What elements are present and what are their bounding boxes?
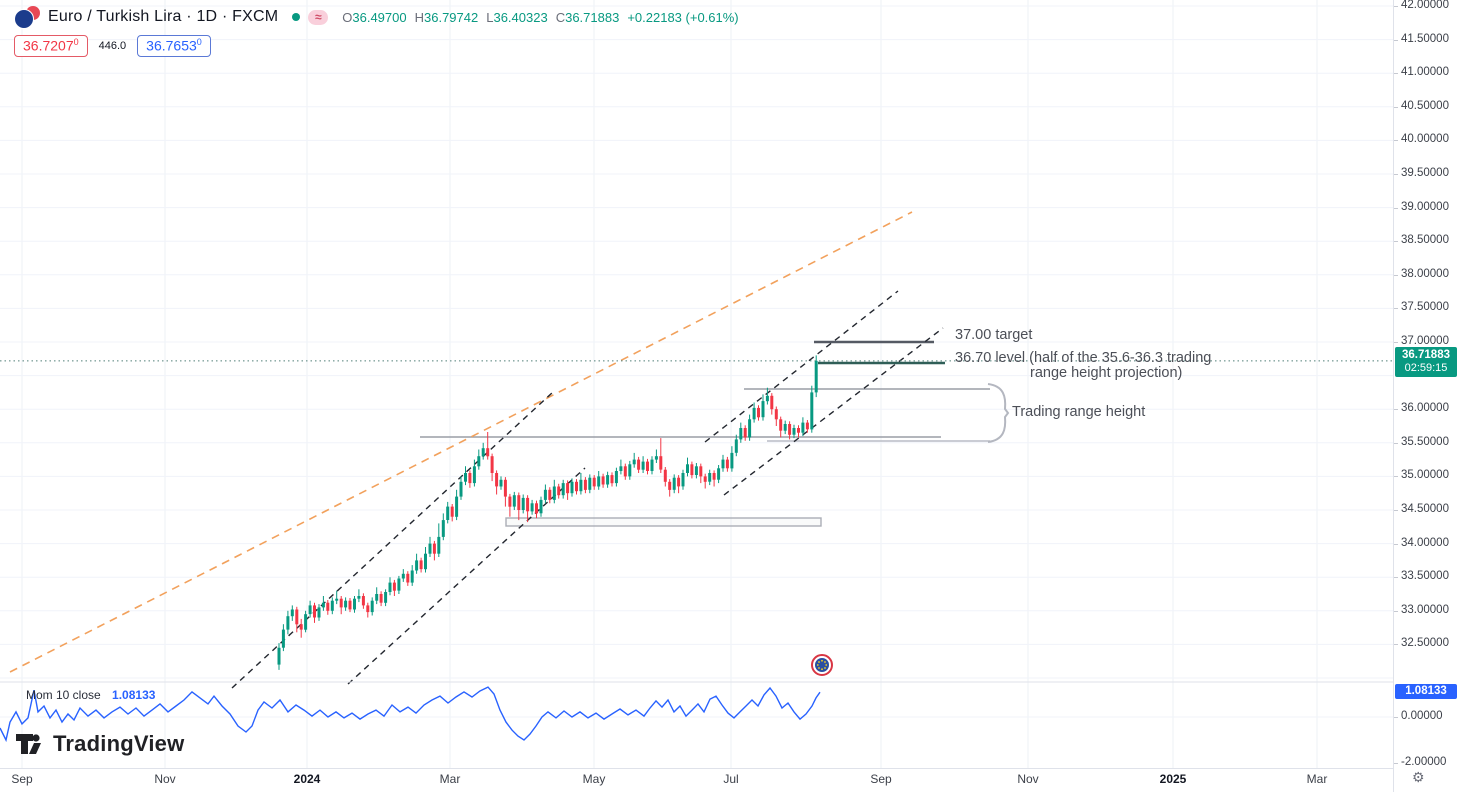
- sell-price-button[interactable]: 36.72070: [14, 35, 88, 57]
- ohlc-values: O36.49700 H36.79742 L36.40323 C36.71883 …: [342, 9, 739, 25]
- last-price-tag-value: 36.71883: [1402, 349, 1450, 361]
- channel-b-upper[interactable]: [704, 290, 899, 443]
- axis-tickmark: [1394, 510, 1398, 511]
- price-tick-label: 36.00000: [1401, 402, 1449, 414]
- low-value: 36.40323: [493, 9, 548, 25]
- chart-canvas[interactable]: [0, 0, 1393, 768]
- time-tick-label: May: [582, 772, 606, 786]
- tradingview-watermark[interactable]: TradingView: [16, 730, 184, 758]
- axis-tickmark: [1394, 308, 1398, 309]
- axis-tickmark: [1394, 409, 1398, 410]
- axis-tickmark: [1394, 544, 1398, 545]
- channel-a-upper[interactable]: [231, 391, 554, 689]
- mom-tick-label: -2.00000: [1401, 756, 1447, 768]
- axis-tickmark: [1394, 717, 1398, 718]
- time-tick-label: Sep: [11, 772, 33, 786]
- price-tick-label: 32.50000: [1401, 637, 1449, 649]
- support-range-box[interactable]: [505, 517, 822, 527]
- time-tick-label: Nov: [154, 772, 176, 786]
- annotation-range-label[interactable]: Trading range height: [1012, 404, 1146, 420]
- channel-b-lower[interactable]: [723, 327, 944, 496]
- time-tick-label: Mar: [1306, 772, 1328, 786]
- change-value: +0.22183 (+0.61%): [627, 9, 739, 25]
- candlestick-series: [277, 355, 818, 670]
- mom-tick-label: 0.00000: [1401, 710, 1443, 722]
- axis-tickmark: [1394, 241, 1398, 242]
- price-tick-label: 35.50000: [1401, 436, 1449, 448]
- indicator-value: 1.08133: [112, 688, 156, 702]
- time-tick-label: 2024: [293, 772, 321, 786]
- annotation-level-label-line2: range height projection): [1030, 365, 1183, 381]
- annotation-target-label[interactable]: 37.00 target: [955, 327, 1033, 343]
- axis-tickmark: [1394, 611, 1398, 612]
- last-price-tag[interactable]: 36.71883 02:59:15: [1395, 347, 1457, 377]
- bar-countdown: 02:59:15: [1404, 362, 1448, 374]
- time-tick-label: Mar: [439, 772, 461, 786]
- axis-tickmark: [1394, 174, 1398, 175]
- time-tick-label: 2025: [1159, 772, 1187, 786]
- price-tick-label: 41.00000: [1401, 66, 1449, 78]
- price-tick-label: 38.00000: [1401, 268, 1449, 280]
- axis-tickmark: [1394, 40, 1398, 41]
- price-tick-label: 33.00000: [1401, 604, 1449, 616]
- price-tick-label: 40.50000: [1401, 100, 1449, 112]
- indicator-legend[interactable]: Mom 10 close 1.08133: [26, 688, 155, 702]
- axis-tickmark: [1394, 73, 1398, 74]
- grid: [0, 0, 1393, 768]
- axis-tickmark: [1394, 443, 1398, 444]
- time-tick-label: Jul: [723, 772, 739, 786]
- price-tick-label: 39.50000: [1401, 167, 1449, 179]
- buy-price-button[interactable]: 36.76530: [137, 35, 211, 57]
- channel-a-lower[interactable]: [347, 467, 586, 685]
- axis-tickmark: [1394, 476, 1398, 477]
- watermark-text: TradingView: [53, 731, 185, 756]
- orange-trendline[interactable]: [9, 211, 913, 673]
- time-axis[interactable]: Sep Nov 2024 Mar May Jul Sep Nov 2025 Mar: [0, 768, 1393, 792]
- annotation-level-label-line1[interactable]: 36.70 level (half of the 35.6-36.3 tradi…: [955, 350, 1212, 366]
- economic-event-eu-flag-icon[interactable]: [811, 654, 833, 676]
- axis-tickmark: [1394, 107, 1398, 108]
- time-tick-label: Nov: [1017, 772, 1039, 786]
- spread-value: 446.0: [98, 39, 127, 52]
- range-brace[interactable]: [987, 383, 1010, 443]
- price-tick-label: 39.00000: [1401, 201, 1449, 213]
- price-axis[interactable]: ⚙ 42.00000 41.50000 41.00000 40.50000 40.000…: [1393, 0, 1459, 792]
- symbol-pair-logo-icon: [14, 6, 40, 29]
- price-tick-label: 37.50000: [1401, 301, 1449, 313]
- axis-tickmark: [1394, 6, 1398, 7]
- tradingview-logo-icon: [16, 734, 41, 754]
- price-tick-label: 33.50000: [1401, 570, 1449, 582]
- close-value: 36.71883: [565, 9, 620, 25]
- time-tick-label: Sep: [870, 772, 892, 786]
- momentum-value-tag[interactable]: 1.08133: [1395, 684, 1457, 699]
- approx-data-badge[interactable]: ≈: [308, 9, 329, 25]
- axis-tickmark: [1394, 140, 1398, 141]
- axis-tickmark: [1394, 275, 1398, 276]
- axis-tickmark: [1394, 644, 1398, 645]
- symbol-title[interactable]: Euro / Turkish Lira · 1D · FXCM: [48, 8, 279, 25]
- axis-tickmark: [1394, 208, 1398, 209]
- axis-tickmark: [1394, 577, 1398, 578]
- axis-tickmark: [1394, 763, 1398, 764]
- market-status-dot-icon[interactable]: [292, 13, 301, 21]
- price-tick-label: 34.00000: [1401, 537, 1449, 549]
- price-tick-label: 37.00000: [1401, 335, 1449, 347]
- price-tick-label: 42.00000: [1401, 0, 1449, 11]
- open-value: 36.49700: [352, 9, 407, 25]
- price-tick-label: 41.50000: [1401, 33, 1449, 45]
- chart-legend: Euro / Turkish Lira · 1D · FXCM ≈ O36.49…: [14, 4, 739, 57]
- price-tick-label: 34.50000: [1401, 503, 1449, 515]
- axis-settings-gear-icon[interactable]: ⚙: [1412, 769, 1425, 785]
- high-value: 36.79742: [424, 9, 479, 25]
- price-tick-label: 38.50000: [1401, 234, 1449, 246]
- indicator-name: Mom 10 close: [26, 688, 101, 702]
- price-tick-label: 40.00000: [1401, 133, 1449, 145]
- axis-tickmark: [1394, 342, 1398, 343]
- price-tick-label: 35.00000: [1401, 469, 1449, 481]
- momentum-line: [0, 686, 821, 743]
